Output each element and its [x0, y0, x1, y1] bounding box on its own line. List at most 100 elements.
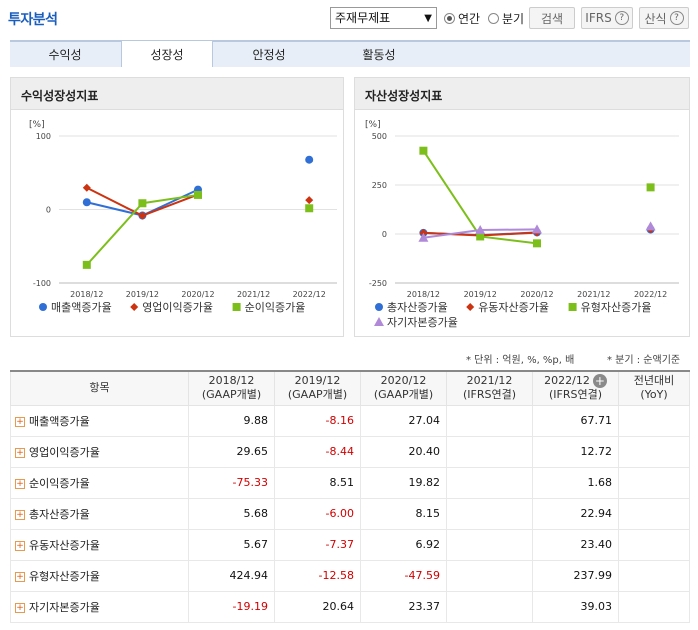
table-cell: 67.71: [532, 404, 619, 437]
row-name: 총자산증가율: [29, 507, 90, 521]
data-point: [375, 303, 383, 311]
table-cell: -75.33: [188, 466, 275, 499]
chart-title: 수익성장성지표: [11, 78, 343, 110]
search-button-label: 검색: [540, 11, 564, 26]
col-header-item: 항목: [10, 370, 189, 406]
data-point: [418, 232, 429, 242]
y-tick-label: 100: [36, 132, 51, 141]
yoy-cell: [618, 435, 690, 468]
table-cell: [446, 559, 533, 592]
row-label[interactable]: + 영업이익증가율: [10, 435, 189, 468]
chevron-down-icon: ▼: [424, 13, 432, 24]
data-point: [476, 232, 485, 241]
data-point: [194, 190, 202, 199]
expand-plus-icon[interactable]: +: [15, 478, 25, 489]
data-point: [568, 303, 577, 311]
help-icon: ?: [669, 11, 684, 25]
tab-growth[interactable]: 성장성: [121, 40, 213, 67]
search-button[interactable]: 검색: [529, 7, 575, 29]
row-label[interactable]: + 총자산증가율: [10, 497, 189, 530]
data-point: [466, 303, 475, 311]
row-label[interactable]: + 유형자산증가율: [10, 559, 189, 592]
data-point: [374, 317, 384, 326]
table-cell: 29.65: [188, 435, 275, 468]
table-row: + 자기자본증가율 -19.19 20.64 23.37 39.03: [10, 590, 690, 623]
table-row: + 총자산증가율 5.68 -6.00 8.15 22.94: [10, 497, 690, 530]
legend-label: 순이익증가율: [245, 301, 306, 314]
radio-quarter-label: 분기: [502, 12, 525, 26]
data-point: [305, 196, 314, 205]
table-cell: [446, 528, 533, 561]
ifrs-help-button[interactable]: IFRS ?: [581, 7, 633, 29]
data-point: [305, 155, 314, 164]
asset-growth-chart: [%] 500 250 0 -250 2018/12 2019/12 2020/12 2021/…: [365, 120, 679, 329]
table-cell: -12.58: [274, 559, 361, 592]
table-cell: -47.59: [360, 559, 447, 592]
x-tick-label: 2020/12: [520, 290, 553, 299]
data-point: [82, 260, 91, 269]
x-tick-label: 2018/12: [70, 290, 103, 299]
legend-label: 유형자산증가율: [581, 301, 652, 314]
row-label[interactable]: + 자기자본증가율: [10, 590, 189, 623]
row-label[interactable]: + 유동자산증가율: [10, 528, 189, 561]
radio-annual-label: 연간: [458, 12, 481, 26]
col-header: 2020/12 (GAAP개별): [360, 370, 447, 406]
radio-unchecked-icon: [488, 13, 499, 24]
radio-annual[interactable]: 연간: [444, 10, 480, 27]
row-name: 유동자산증가율: [29, 538, 100, 552]
x-tick-label: 2019/12: [464, 290, 497, 299]
expand-plus-icon[interactable]: +: [592, 374, 607, 389]
table-cell: 20.64: [274, 590, 361, 623]
y-tick-label: -100: [33, 279, 51, 288]
x-tick-label: 2022/12: [293, 290, 326, 299]
row-name: 매출액증가율: [29, 414, 90, 428]
x-tick-label: 2019/12: [126, 290, 159, 299]
expand-plus-icon[interactable]: +: [15, 416, 25, 427]
chart-title: 자산성장성지표: [355, 78, 689, 110]
data-point: [533, 239, 541, 248]
table-cell: [446, 404, 533, 437]
expand-plus-icon[interactable]: +: [15, 571, 25, 582]
data-point: [305, 204, 314, 213]
col-header: 2022/12 + (IFRS연결): [532, 370, 619, 406]
data-point: [532, 224, 542, 234]
tab-stability[interactable]: 안정성: [252, 48, 286, 62]
profit-growth-panel: 수익성장성지표 [%] 100 0 -100 2018/12 2019/12 2020/12…: [10, 77, 344, 337]
y-unit-label: [%]: [365, 120, 381, 130]
yoy-cell: [618, 466, 690, 499]
data-point: [82, 183, 91, 192]
table-cell: 1.68: [532, 466, 619, 499]
table-cell: 23.40: [532, 528, 619, 561]
table-cell: 19.82: [360, 466, 447, 499]
yoy-cell: [618, 590, 690, 623]
formula-help-button[interactable]: 산식 ?: [639, 7, 689, 29]
legend-label: 영업이익증가율: [142, 301, 213, 314]
table-row: + 유형자산증가율 424.94 -12.58 -47.59 237.99: [10, 559, 690, 592]
expand-plus-icon[interactable]: +: [15, 447, 25, 458]
tab-activity[interactable]: 활동성: [362, 48, 396, 62]
help-icon: ?: [614, 11, 629, 25]
row-label[interactable]: + 매출액증가율: [10, 404, 189, 437]
col-header-yoy: 전년대비 (YoY): [618, 370, 690, 406]
data-point: [646, 183, 655, 192]
radio-quarter[interactable]: 분기: [488, 10, 524, 27]
data-point: [232, 303, 241, 311]
table-row: + 순이익증가율 -75.33 8.51 19.82 1.68: [10, 466, 690, 499]
row-label[interactable]: + 순이익증가율: [10, 466, 189, 499]
data-point: [82, 198, 91, 207]
table-cell: [446, 590, 533, 623]
data-point: [475, 224, 486, 234]
table-cell: -8.16: [274, 404, 361, 437]
statement-type-select[interactable]: 주재무제표 ▼: [330, 7, 437, 29]
tab-profitability[interactable]: 수익성: [48, 48, 82, 62]
expand-plus-icon[interactable]: +: [15, 509, 25, 520]
y-tick-label: 0: [382, 230, 387, 239]
y-tick-label: -250: [369, 279, 387, 288]
table-cell: -8.44: [274, 435, 361, 468]
expand-plus-icon[interactable]: +: [15, 602, 25, 613]
table-cell: 20.40: [360, 435, 447, 468]
row-name: 순이익증가율: [29, 476, 90, 490]
expand-plus-icon[interactable]: +: [15, 540, 25, 551]
table-cell: -6.00: [274, 497, 361, 530]
y-tick-label: 0: [46, 206, 51, 215]
